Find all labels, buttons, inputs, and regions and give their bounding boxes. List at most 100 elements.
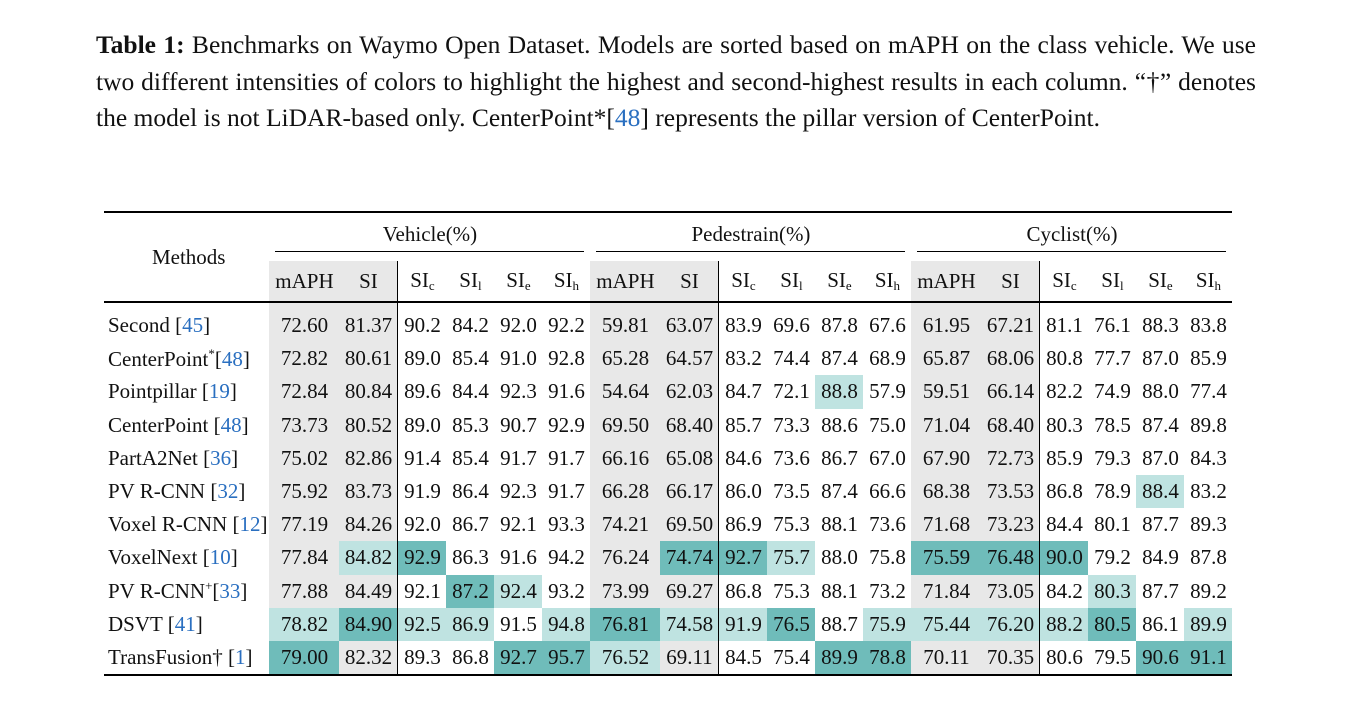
table-cell: 87.8	[821, 313, 858, 338]
table-cell: 77.4	[1190, 379, 1227, 404]
table-cell: 67.0	[869, 445, 906, 470]
table-cell: 67.21	[981, 302, 1041, 343]
table-cell: 81.1	[1046, 313, 1083, 338]
table-cell: 79.5	[1094, 644, 1131, 669]
table-cell: 62.03	[660, 375, 720, 409]
table-cell: 87.0	[1142, 346, 1179, 371]
table-cell: 69.27	[660, 574, 720, 608]
table-cell: 91.4	[404, 445, 441, 470]
caption-citation-link[interactable]: 48	[614, 103, 641, 132]
table-cell: 84.90	[339, 607, 399, 641]
table-cell: 72.84	[269, 375, 340, 409]
table-cell: 72.1	[773, 379, 810, 404]
table-cell: 84.2	[452, 313, 489, 338]
table-cell: 86.0	[725, 479, 762, 504]
table-cell: 80.52	[339, 408, 399, 442]
table-cell: 59.51	[911, 375, 982, 409]
column-header-sih: SIh	[874, 268, 901, 293]
table-cell: 76.52	[590, 640, 661, 676]
citation-link[interactable]: 33	[219, 579, 241, 604]
table-cell: 90.2	[404, 313, 441, 338]
column-header-sie: SIe	[1148, 268, 1173, 293]
citation-link[interactable]: 12	[239, 512, 261, 537]
table-cell: 66.16	[590, 441, 661, 475]
table-cell: 72.60	[269, 302, 340, 343]
table-cell: 75.59	[911, 541, 982, 575]
citation-link[interactable]: 48	[221, 346, 243, 371]
table-cell: 86.9	[725, 512, 762, 537]
table-cell: 82.86	[339, 441, 399, 475]
table-cell: 94.8	[542, 607, 591, 641]
table-cell: 71.68	[911, 508, 982, 542]
group-header-pedestrain: Pedestrain(%)	[590, 212, 911, 261]
table-cell: 91.1	[1184, 640, 1233, 676]
table-cell: 67.6	[869, 313, 906, 338]
table-cell: 80.8	[1046, 346, 1083, 371]
citation-link[interactable]: 10	[209, 545, 231, 570]
table-cell: 71.04	[911, 408, 982, 442]
column-header-si: SI	[660, 261, 720, 302]
table-cell: 75.7	[767, 541, 816, 575]
table-cell: 68.40	[981, 408, 1041, 442]
table-cell: 69.11	[660, 640, 720, 676]
table-cell: 75.4	[773, 644, 810, 669]
table-row: Pointpillar [19] 72.84 80.84 89.6 84.4 92.3 91…	[104, 375, 1232, 409]
table-cell: 88.4	[1136, 474, 1185, 509]
table-row: PartA2Net [36] 75.02 82.86 91.4 85.4 91.7 91.7…	[104, 441, 1232, 475]
citation-link[interactable]: 36	[210, 445, 232, 470]
citation-link[interactable]: 48	[220, 412, 242, 437]
table-cell: 85.9	[1046, 445, 1083, 470]
column-header-sic: SIc	[1052, 268, 1077, 293]
table-cell: 81.37	[339, 302, 399, 343]
table-cell: 65.08	[660, 441, 720, 475]
column-header-sih: SIh	[553, 268, 580, 293]
table-cell: 77.88	[269, 574, 340, 608]
table-cell: 84.4	[452, 379, 489, 404]
table-cell: 77.84	[269, 541, 340, 575]
table-cell: 91.7	[548, 479, 585, 504]
table-cell: 88.0	[821, 545, 858, 570]
table-cell: 93.2	[548, 578, 585, 603]
table-cell: 75.3	[773, 578, 810, 603]
table-cell: 75.3	[773, 512, 810, 537]
citation-link[interactable]: 45	[182, 313, 204, 338]
citation-link[interactable]: 32	[217, 479, 239, 504]
table-cell: 86.8	[452, 644, 489, 669]
table-cell: 86.7	[821, 445, 858, 470]
method-name: Pointpillar [19]	[108, 379, 237, 404]
citation-link[interactable]: 19	[208, 379, 230, 404]
table-cell: 87.8	[1190, 545, 1227, 570]
table-cell: 87.4	[821, 479, 858, 504]
table-cell: 92.4	[494, 574, 543, 608]
table-cell: 78.82	[269, 607, 340, 641]
table-cell: 89.6	[404, 379, 441, 404]
table-cell: 79.3	[1094, 445, 1131, 470]
table-body: Second [45] 72.60 81.37 90.2 84.2 92.0 92.2 59.…	[104, 302, 1233, 676]
table-cell: 70.35	[981, 640, 1041, 676]
table-cell: 74.9	[1094, 379, 1131, 404]
table-cell: 86.4	[452, 479, 489, 504]
table-cell: 89.0	[404, 412, 441, 437]
table-cell: 66.28	[590, 474, 661, 509]
table-cell: 63.07	[660, 302, 720, 343]
column-header-sie: SIe	[506, 268, 531, 293]
table-cell: 77.7	[1094, 346, 1131, 371]
table-cell: 80.3	[1046, 412, 1083, 437]
table-cell: 68.06	[981, 342, 1041, 376]
column-header-maph: mAPH	[269, 261, 340, 302]
citation-link[interactable]: 41	[174, 611, 196, 636]
methods-header: Methods	[151, 244, 226, 269]
table-cell: 91.9	[718, 607, 768, 641]
table-cell: 90.6	[1136, 640, 1185, 676]
table-cell: 67.90	[911, 441, 982, 475]
table-cell: 74.58	[660, 607, 720, 641]
table-cell: 92.8	[548, 346, 585, 371]
citation-link[interactable]: 1	[235, 644, 246, 669]
table-cell: 91.9	[404, 479, 441, 504]
table-cell: 92.2	[548, 313, 585, 338]
table-cell: 84.5	[725, 644, 762, 669]
benchmark-table: Methods Vehicle(%) Pedestrain(%) Cyclist…	[104, 211, 1233, 676]
table-cell: 92.1	[404, 578, 441, 603]
table-cell: 86.9	[446, 607, 495, 641]
table-cell: 87.7	[1142, 512, 1179, 537]
